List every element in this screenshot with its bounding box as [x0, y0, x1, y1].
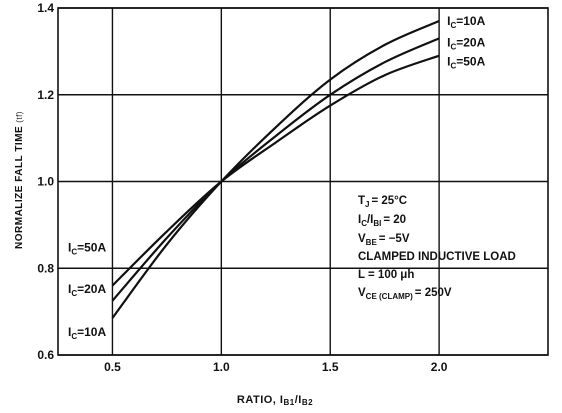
series-line-1	[111, 37, 440, 302]
x-tick-label: 1.0	[213, 360, 230, 374]
series-line-0	[111, 19, 440, 319]
condition-tj: TJ = 25°C	[358, 195, 407, 209]
series-label-right-1: IC=20A	[447, 35, 485, 51]
test-conditions: TJ = 25°C IC/IBI = 20 VBE = −5V CLAMPED IND…	[358, 195, 516, 301]
series-line-2	[111, 54, 440, 287]
x-axis-label: RATIO, IB1/IB2	[237, 394, 313, 407]
grid	[57, 7, 549, 356]
x-tick-label: 0.5	[104, 360, 121, 374]
y-tick-label: 1.2	[37, 88, 54, 102]
condition-vbe: VBE = −5V	[358, 233, 410, 247]
series-lines	[111, 19, 440, 319]
y-tick-label: 0.8	[37, 261, 54, 275]
condition-load: CLAMPED INDUCTIVE LOAD	[358, 251, 516, 263]
y-tick-labels: 0.6 0.8 1.0 1.2 1.4	[37, 1, 54, 362]
condition-ic-ib: IC/IBI = 20	[358, 214, 406, 228]
series-labels: IC=10A IC=10A IC=20A IC=20A IC=50A IC=50A	[68, 14, 486, 341]
series-label-left-1: IC=20A	[68, 282, 106, 298]
x-tick-labels: 0.5 1.0 1.5 2.0	[104, 360, 448, 374]
series-label-left-0: IC=10A	[68, 325, 106, 341]
series-label-left-2: IC=50A	[68, 241, 106, 257]
condition-vce-clamp: VCE (CLAMP) = 250V	[358, 287, 452, 301]
y-tick-label: 1.4	[37, 1, 54, 15]
series-label-right-2: IC=50A	[447, 55, 485, 71]
x-tick-label: 1.5	[322, 360, 339, 374]
series-label-right-0: IC=10A	[447, 14, 485, 30]
x-tick-label: 2.0	[431, 360, 448, 374]
y-axis-label: NORMALIZE FALL TIME(tf)	[14, 111, 25, 249]
y-tick-label: 1.0	[37, 175, 54, 189]
y-tick-label: 0.6	[37, 348, 54, 362]
condition-inductance: L = 100 μh	[358, 269, 414, 281]
